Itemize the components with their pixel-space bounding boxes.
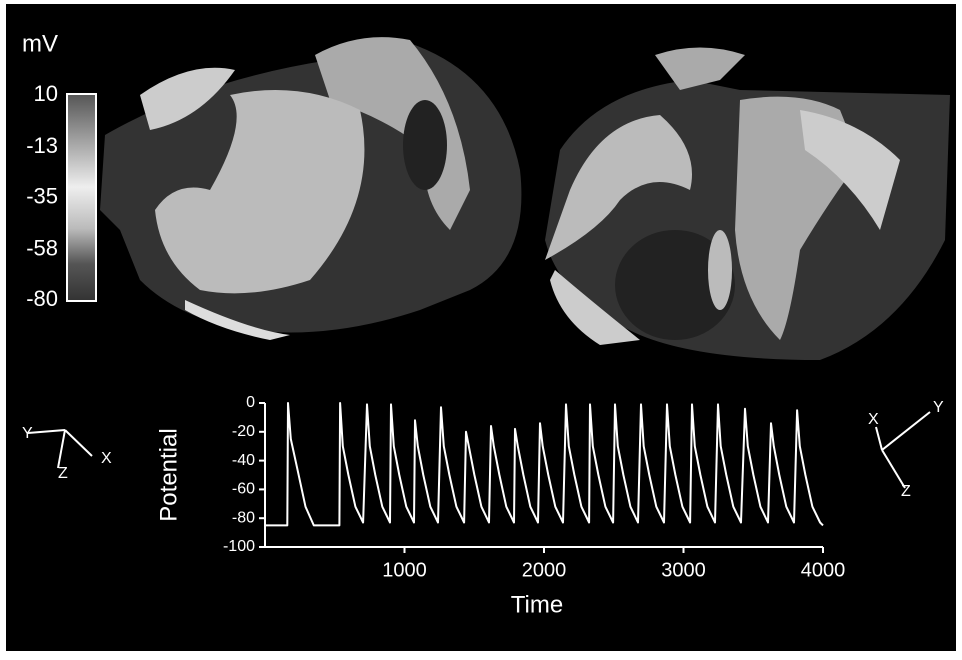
colorbar-tick-label: -13 bbox=[26, 133, 58, 158]
triad-label: Y bbox=[22, 425, 33, 442]
y-tick-label: 0 bbox=[246, 394, 255, 411]
line-series bbox=[265, 402, 824, 527]
x-tick-label: 1000 bbox=[382, 559, 427, 581]
y-axis-title: Potential bbox=[155, 428, 182, 521]
y-tick-label: -40 bbox=[232, 452, 255, 469]
colorbar bbox=[66, 93, 97, 302]
heart-right bbox=[545, 47, 950, 360]
colorbar-label: mV bbox=[22, 30, 58, 57]
x-tick-label: 4000 bbox=[801, 559, 846, 581]
heart-left bbox=[100, 37, 522, 340]
y-tick-label: -20 bbox=[232, 423, 255, 440]
x-axis-title: Time bbox=[511, 591, 563, 618]
triad-left bbox=[27, 429, 93, 469]
triad-label: X bbox=[868, 411, 879, 428]
y-tick-label: -80 bbox=[232, 509, 255, 526]
triad-label: Z bbox=[58, 465, 68, 482]
triad-label: Y bbox=[933, 399, 944, 416]
triad-label: Z bbox=[901, 483, 911, 500]
colorbar-tick-label: 10 bbox=[34, 81, 58, 106]
colorbar-tick-label: -58 bbox=[26, 236, 58, 261]
x-tick-label: 3000 bbox=[661, 559, 706, 581]
y-tick-label: -60 bbox=[232, 481, 255, 498]
colorbar-tick-label: -35 bbox=[26, 183, 58, 208]
x-tick-label: 2000 bbox=[522, 559, 567, 581]
colorbar-tick-label: -80 bbox=[26, 286, 58, 311]
triad-label: X bbox=[101, 450, 112, 467]
y-tick-label: -100 bbox=[223, 538, 255, 555]
triad-right bbox=[875, 411, 931, 489]
